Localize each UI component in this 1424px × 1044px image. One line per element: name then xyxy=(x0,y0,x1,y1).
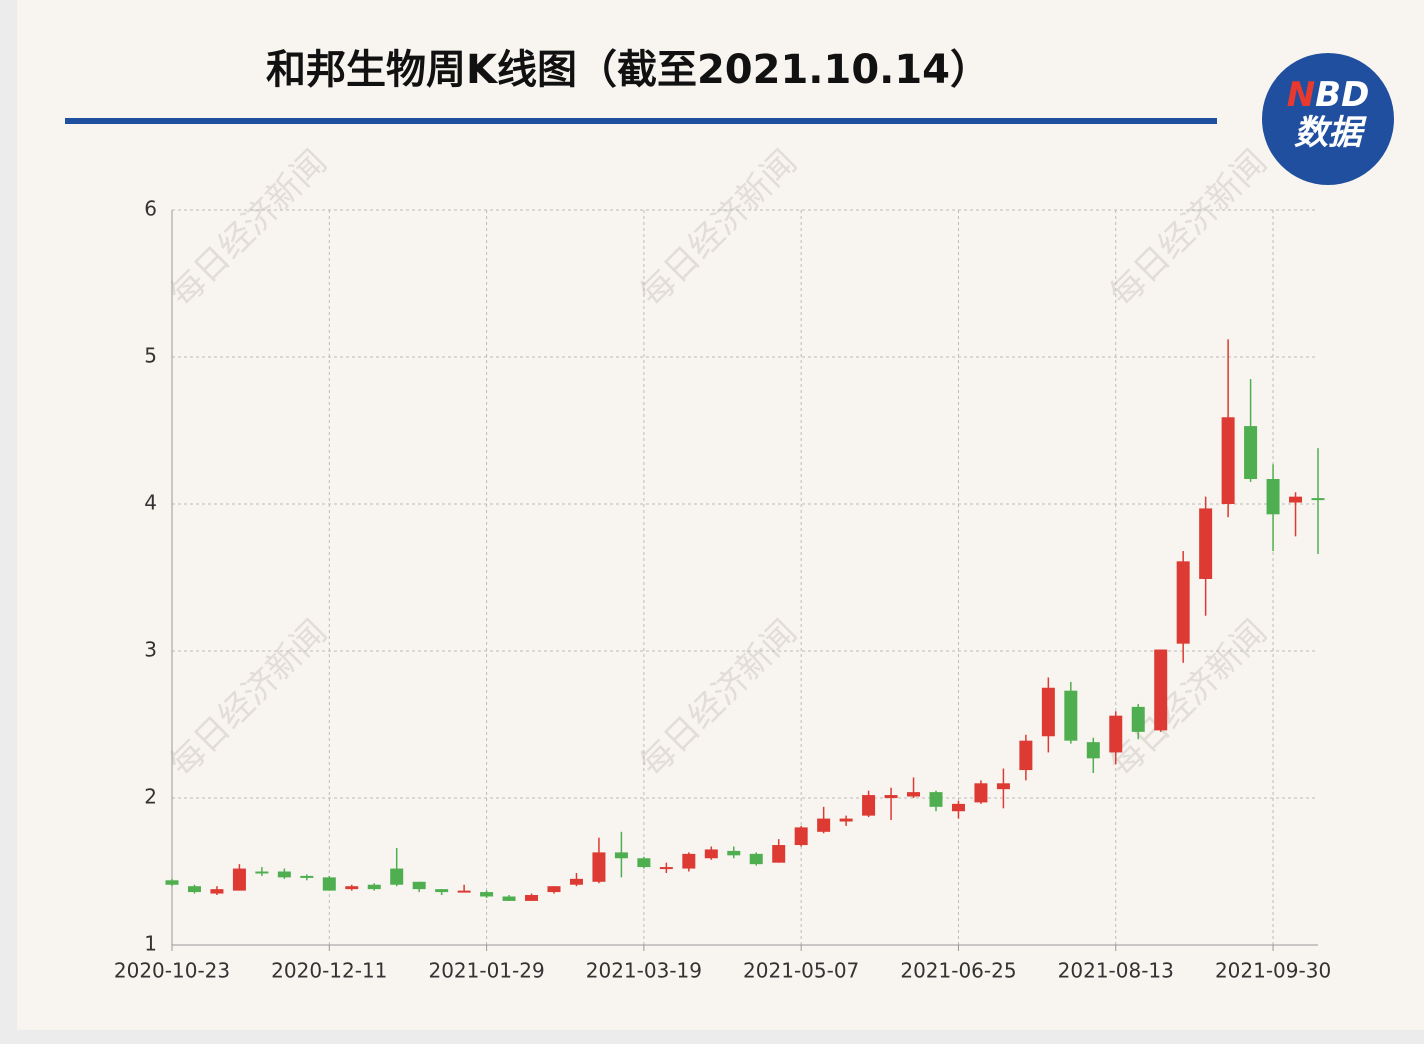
candle-body xyxy=(435,889,449,893)
candle-body xyxy=(862,795,876,816)
candle-body xyxy=(996,783,1010,790)
candle-body xyxy=(1266,479,1280,515)
candle-body xyxy=(1289,496,1303,503)
candle-body xyxy=(1109,715,1123,753)
candle-body xyxy=(165,880,179,885)
candle-body xyxy=(1244,426,1258,480)
candle-body xyxy=(614,852,628,859)
candle-body xyxy=(929,792,943,807)
candle-body xyxy=(704,849,718,859)
y-tick-label: 6 xyxy=(144,197,157,221)
candle-body xyxy=(592,852,606,882)
candle-body xyxy=(412,881,426,890)
card xyxy=(17,0,1424,1030)
candle-body xyxy=(1064,690,1078,741)
x-tick-label: 2021-05-07 xyxy=(743,959,859,983)
candle-body xyxy=(659,867,673,870)
logo-brand: NBD xyxy=(1286,75,1370,115)
candle-body xyxy=(569,878,583,885)
logo-text: 数据 xyxy=(1294,113,1362,153)
candle-body xyxy=(637,858,651,868)
candle-body xyxy=(951,803,965,812)
candle-body xyxy=(794,827,808,846)
candle-body xyxy=(727,850,741,856)
candle-body xyxy=(839,818,853,822)
x-tick-label: 2020-10-23 xyxy=(114,959,230,983)
y-tick-label: 1 xyxy=(144,932,157,956)
candle-body xyxy=(277,871,291,878)
candle-body xyxy=(1176,561,1190,644)
chart-title: 和邦生物周K线图（截至2021.10.14） xyxy=(266,47,990,93)
candle-body xyxy=(907,792,921,797)
candle-body xyxy=(749,853,763,865)
candle-body xyxy=(884,795,898,798)
logo: NBD 数据 xyxy=(1262,53,1394,185)
candle-body xyxy=(255,871,269,874)
x-tick-label: 2021-06-25 xyxy=(900,959,1016,983)
candle-body xyxy=(367,884,381,890)
candle-body xyxy=(187,886,201,893)
candle-body xyxy=(974,783,988,803)
candle-body xyxy=(817,818,831,832)
y-tick-label: 3 xyxy=(144,638,157,662)
candle-body xyxy=(1041,687,1055,737)
candle-body xyxy=(772,845,786,863)
candle-body xyxy=(1086,742,1100,759)
y-tick-label: 4 xyxy=(144,491,157,515)
candle-body xyxy=(322,877,336,891)
candle-body xyxy=(345,886,359,890)
candle-body xyxy=(682,853,696,869)
candle-body xyxy=(1221,417,1235,504)
candle-body xyxy=(1311,498,1325,501)
x-tick-label: 2021-08-13 xyxy=(1058,959,1174,983)
candle-body xyxy=(1154,649,1168,731)
y-tick-label: 5 xyxy=(144,344,157,368)
x-tick-label: 2021-09-30 xyxy=(1215,959,1331,983)
candle-body xyxy=(1019,740,1033,771)
candle-body xyxy=(457,890,471,893)
candle-body xyxy=(480,892,494,897)
y-tick-label: 2 xyxy=(144,785,157,809)
candle-body xyxy=(1199,508,1213,579)
title-rule xyxy=(65,118,1217,124)
candle-body xyxy=(1131,706,1145,732)
x-tick-label: 2020-12-11 xyxy=(271,959,387,983)
candle-body xyxy=(210,889,224,894)
candle-body xyxy=(300,875,314,878)
candle-body xyxy=(547,886,561,893)
candle-body xyxy=(390,868,404,885)
x-tick-label: 2021-01-29 xyxy=(428,959,544,983)
x-tick-label: 2021-03-19 xyxy=(586,959,702,983)
candle-body xyxy=(502,896,516,901)
candle-body xyxy=(232,868,246,891)
candle-body xyxy=(525,895,539,901)
